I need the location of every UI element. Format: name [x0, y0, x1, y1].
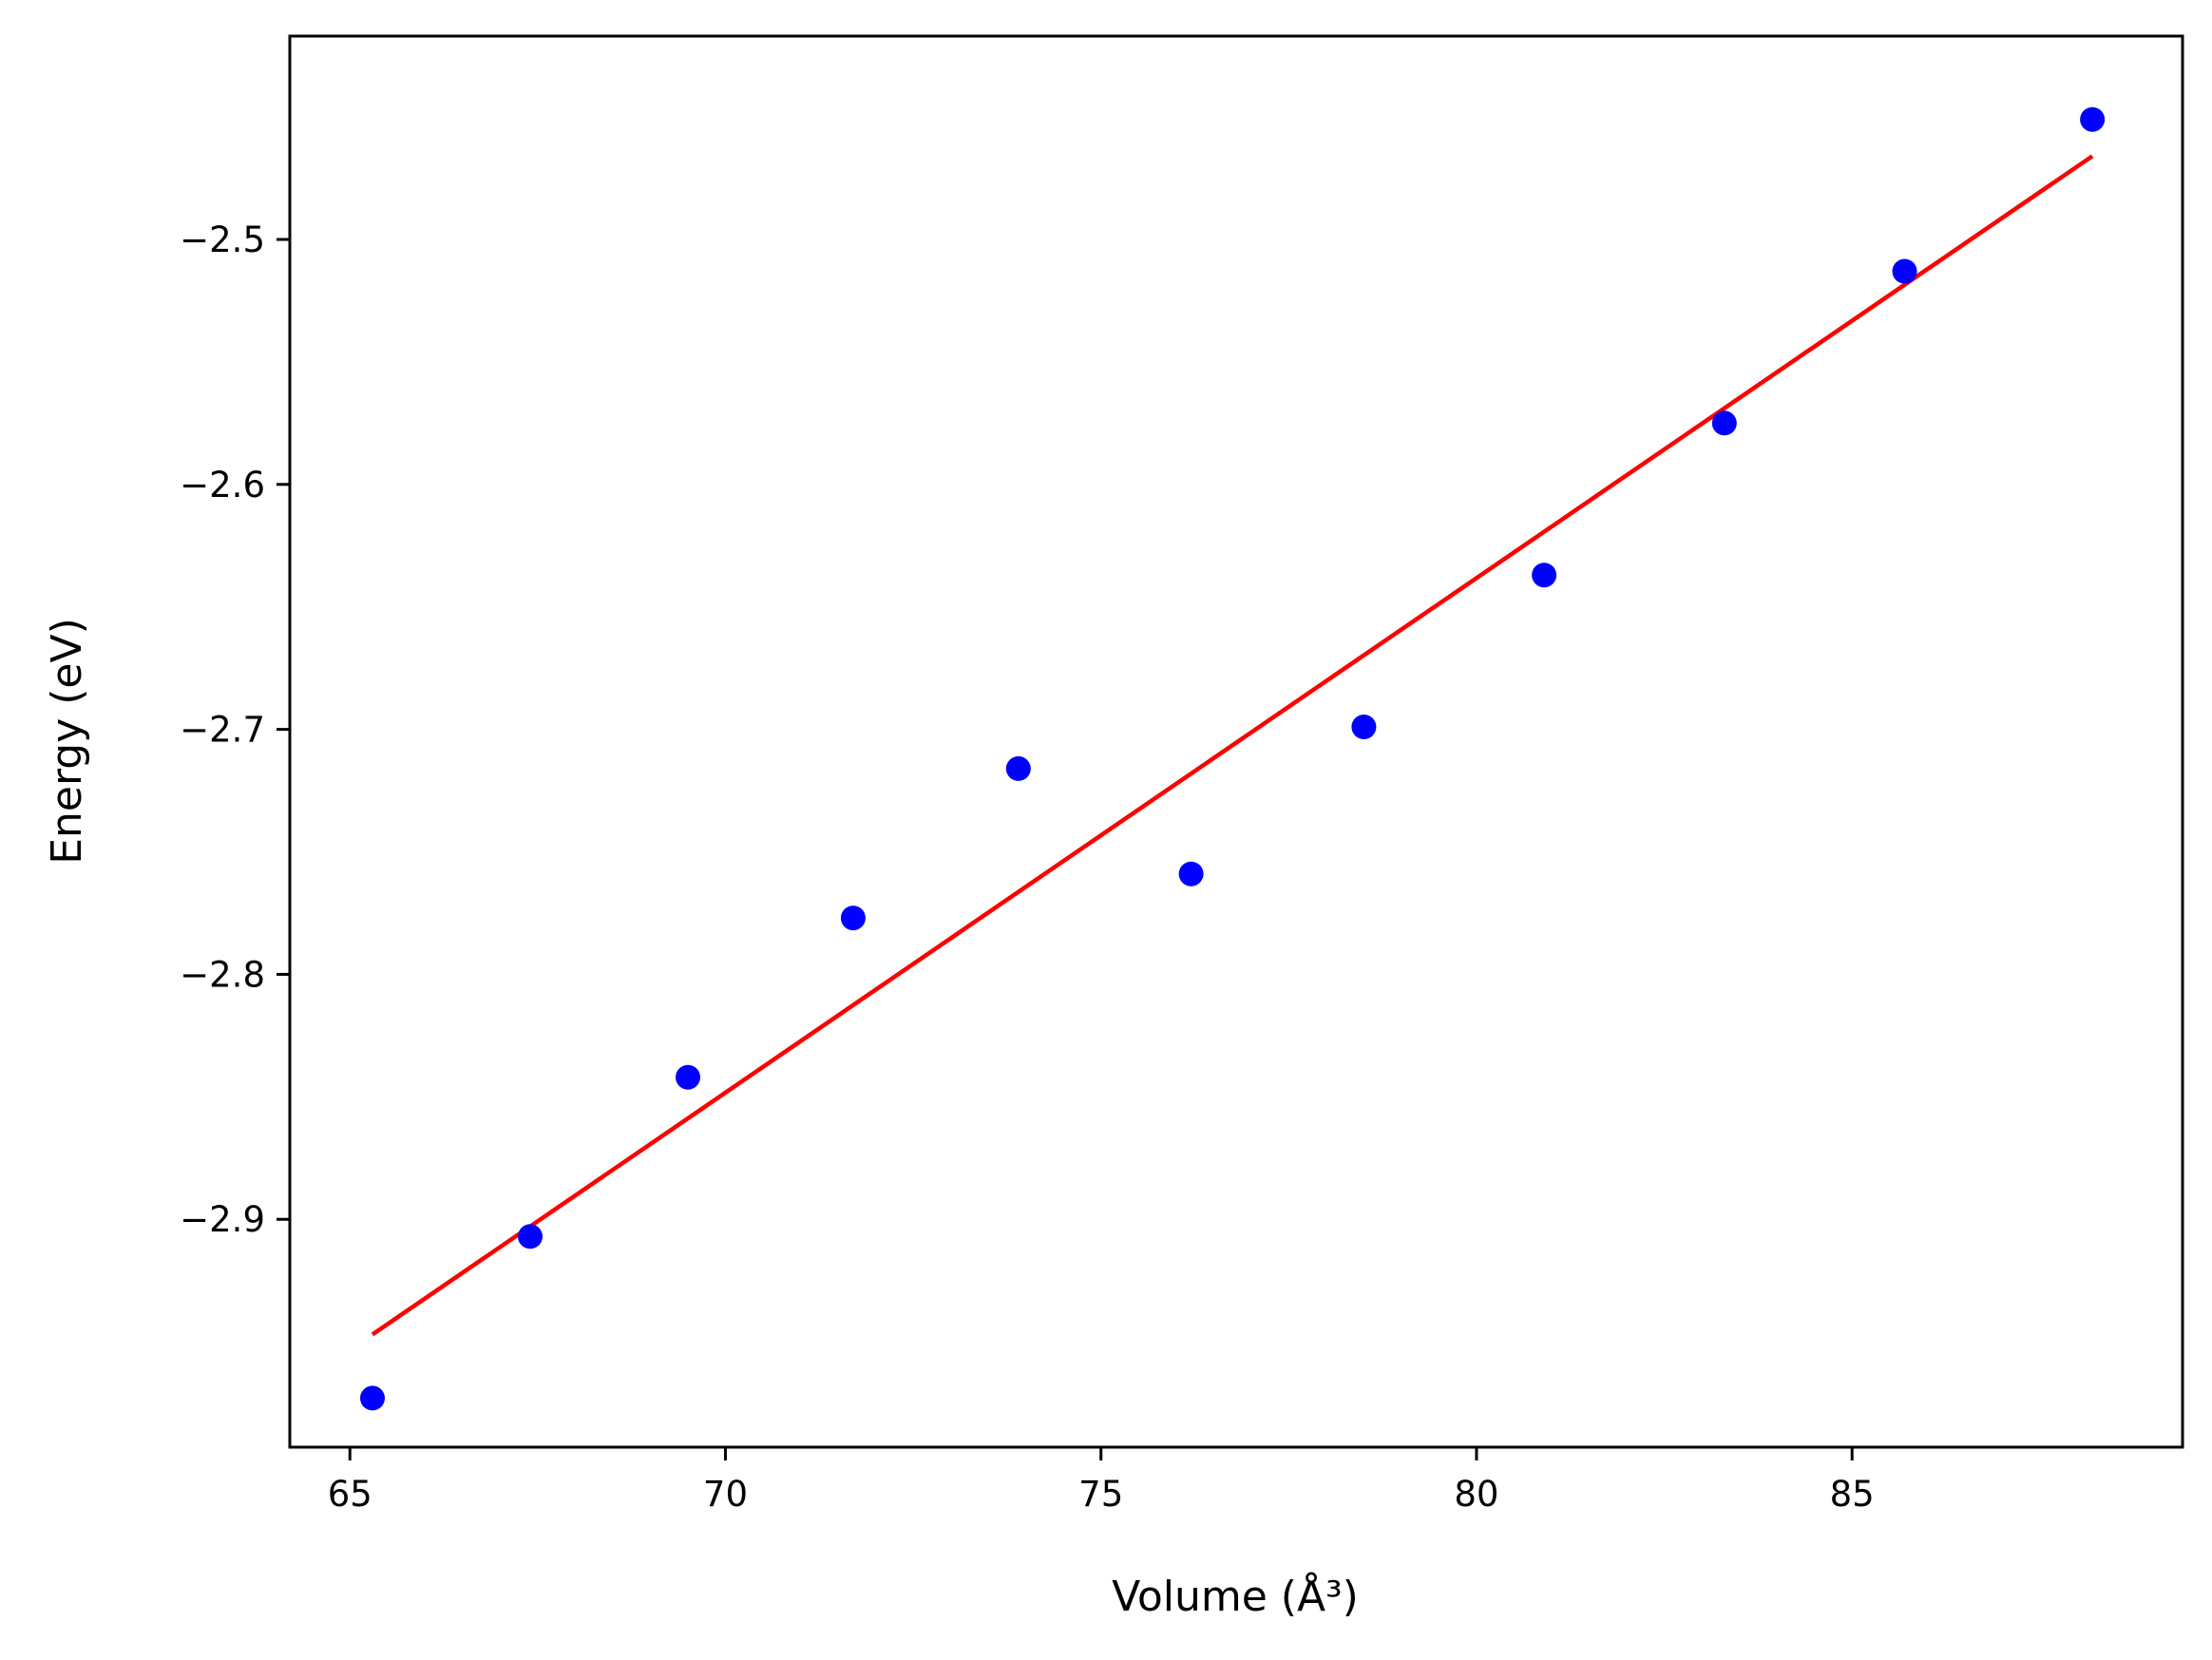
y-tick-label: −2.9	[180, 1199, 265, 1240]
y-tick-label: −2.7	[180, 710, 265, 751]
data-point	[1532, 563, 1557, 588]
data-point	[2080, 106, 2106, 132]
x-tick-label: 75	[1078, 1474, 1123, 1515]
y-axis-label: Energy (eV)	[43, 618, 91, 865]
data-point	[676, 1064, 700, 1090]
data-point	[1178, 861, 1204, 887]
data-point	[360, 1385, 385, 1411]
y-tick-label: −2.6	[180, 465, 265, 506]
x-tick-label: 80	[1454, 1474, 1498, 1515]
data-point	[840, 906, 866, 931]
data-point	[1711, 410, 1737, 436]
data-point	[518, 1224, 543, 1250]
plot-frame	[288, 34, 2184, 1449]
data-point	[1892, 258, 1917, 284]
x-axis-label: Volume (Å³)	[1112, 1571, 1359, 1621]
x-tick-label: 70	[703, 1474, 748, 1515]
x-axis: 65 70 75 80 85	[328, 1447, 1875, 1515]
data-point	[1005, 755, 1031, 781]
fit-line-layer	[371, 154, 2094, 1337]
y-tick-label: −2.5	[180, 219, 265, 260]
y-axis: −2.5 −2.6 −2.7 −2.8 −2.9	[180, 219, 290, 1240]
y-tick-label: −2.8	[180, 954, 265, 995]
fit-line	[371, 154, 2094, 1337]
scatter-points-layer	[360, 106, 2106, 1411]
x-tick-label: 85	[1830, 1474, 1875, 1515]
data-point	[1351, 715, 1377, 739]
x-tick-label: 65	[328, 1474, 372, 1515]
